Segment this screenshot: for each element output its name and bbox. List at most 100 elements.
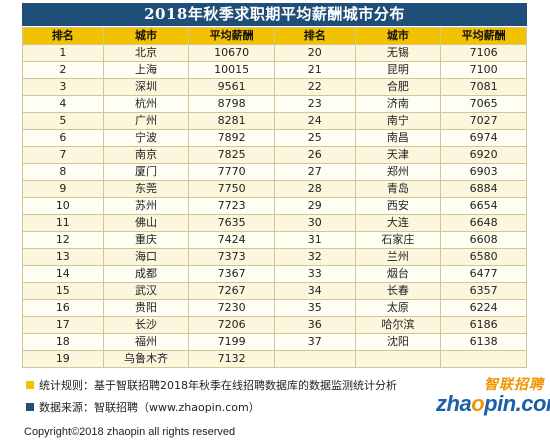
rank-cell: 24 bbox=[273, 112, 356, 130]
rank-cell: 36 bbox=[273, 316, 356, 334]
table-row: 8 厦门 7770 27 郑州 6903 bbox=[22, 163, 527, 181]
table-row: 15 武汉 7267 34 长春 6357 bbox=[22, 282, 527, 300]
table-row: 16 贵阳 7230 35 太原 6224 bbox=[22, 299, 527, 317]
rank-cell: 9 bbox=[22, 180, 104, 198]
city-cell: 海口 bbox=[102, 248, 190, 266]
city-cell: 西安 bbox=[354, 197, 442, 215]
avg-salary-cell: 6186 bbox=[440, 316, 527, 334]
header-avg-salary-right: 平均薪酬 bbox=[440, 27, 527, 45]
header-rank-left: 排名 bbox=[22, 27, 104, 45]
avg-salary-cell: 7367 bbox=[188, 265, 275, 283]
blue-square-icon bbox=[26, 402, 34, 411]
table-header-row: 排名 城市 平均薪酬 排名 城市 平均薪酬 bbox=[22, 27, 527, 45]
rank-cell: 32 bbox=[273, 248, 356, 266]
header-city-right: 城市 bbox=[354, 27, 442, 45]
rank-cell: 5 bbox=[22, 112, 104, 130]
table-row: 19 乌鲁木齐 7132 bbox=[22, 350, 527, 368]
avg-salary-cell: 7199 bbox=[188, 333, 275, 351]
header-avg-salary-left: 平均薪酬 bbox=[188, 27, 275, 45]
zhaopin-logo: 智联招聘 zhaopin.com bbox=[436, 374, 550, 420]
city-cell: 苏州 bbox=[102, 197, 190, 215]
rank-cell: 11 bbox=[22, 214, 104, 232]
avg-salary-cell: 7065 bbox=[440, 95, 527, 113]
city-cell: 长春 bbox=[354, 282, 442, 300]
avg-salary-cell: 6138 bbox=[440, 333, 527, 351]
avg-salary-cell: 6477 bbox=[440, 265, 527, 283]
rank-cell: 10 bbox=[22, 197, 104, 215]
city-cell: 石家庄 bbox=[354, 231, 442, 249]
table-row: 6 宁波 7892 25 南昌 6974 bbox=[22, 129, 527, 147]
rank-cell: 3 bbox=[22, 78, 104, 96]
table-row: 2 上海 10015 21 昆明 7100 bbox=[22, 61, 527, 79]
table-row: 1 北京 10670 20 无锡 7106 bbox=[22, 44, 527, 62]
avg-salary-cell: 7750 bbox=[188, 180, 275, 198]
table-row: 9 东莞 7750 28 青岛 6884 bbox=[22, 180, 527, 198]
city-cell: 广州 bbox=[102, 112, 190, 130]
city-cell: 合肥 bbox=[354, 78, 442, 96]
header-city-left: 城市 bbox=[102, 27, 190, 45]
city-cell: 乌鲁木齐 bbox=[102, 350, 190, 368]
table-row: 4 杭州 8798 23 济南 7065 bbox=[22, 95, 527, 113]
table-row: 10 苏州 7723 29 西安 6654 bbox=[22, 197, 527, 215]
rank-cell: 7 bbox=[22, 146, 104, 164]
city-cell: 无锡 bbox=[354, 44, 442, 62]
avg-salary-cell: 6920 bbox=[440, 146, 527, 164]
city-cell: 南宁 bbox=[354, 112, 442, 130]
avg-salary-cell: 7723 bbox=[188, 197, 275, 215]
copyright-footer: Copyright©2018 zhaopin all rights reserv… bbox=[24, 426, 236, 438]
city-cell: 郑州 bbox=[354, 163, 442, 181]
rank-cell: 14 bbox=[22, 265, 104, 283]
yellow-square-icon bbox=[26, 380, 34, 389]
avg-salary-cell: 6357 bbox=[440, 282, 527, 300]
city-cell: 沈阳 bbox=[354, 333, 442, 351]
table-row: 11 佛山 7635 30 大连 6648 bbox=[22, 214, 527, 232]
rank-cell bbox=[273, 350, 356, 368]
city-cell: 昆明 bbox=[354, 61, 442, 79]
city-cell: 上海 bbox=[102, 61, 190, 79]
city-cell: 天津 bbox=[354, 146, 442, 164]
rank-cell: 6 bbox=[22, 129, 104, 147]
city-cell: 深圳 bbox=[102, 78, 190, 96]
rank-cell: 20 bbox=[273, 44, 356, 62]
avg-salary-cell: 6224 bbox=[440, 299, 527, 317]
salary-table: 排名 城市 平均薪酬 排名 城市 平均薪酬 1 北京 10670 20 无锡 7106 2 上海 1001… bbox=[22, 27, 527, 368]
city-cell: 宁波 bbox=[102, 129, 190, 147]
rank-cell: 17 bbox=[22, 316, 104, 334]
rank-cell: 31 bbox=[273, 231, 356, 249]
rank-cell: 34 bbox=[273, 282, 356, 300]
city-cell: 成都 bbox=[102, 265, 190, 283]
note-rule-text: 统计规则：基于智联招聘2018年秋季在线招聘数据库的数据监测统计分析 bbox=[39, 378, 397, 392]
avg-salary-cell: 7635 bbox=[188, 214, 275, 232]
avg-salary-cell: 6648 bbox=[440, 214, 527, 232]
avg-salary-cell: 6884 bbox=[440, 180, 527, 198]
city-cell: 济南 bbox=[354, 95, 442, 113]
table-row: 14 成都 7367 33 烟台 6477 bbox=[22, 265, 527, 283]
table-row: 3 深圳 9561 22 合肥 7081 bbox=[22, 78, 527, 96]
city-cell: 兰州 bbox=[354, 248, 442, 266]
rank-cell: 27 bbox=[273, 163, 356, 181]
avg-salary-cell: 8798 bbox=[188, 95, 275, 113]
avg-salary-cell: 7373 bbox=[188, 248, 275, 266]
avg-salary-cell: 6903 bbox=[440, 163, 527, 181]
avg-salary-cell: 7825 bbox=[188, 146, 275, 164]
table-row: 13 海口 7373 32 兰州 6580 bbox=[22, 248, 527, 266]
city-cell: 厦门 bbox=[102, 163, 190, 181]
note-source: 数据来源：智联招聘（www.zhaopin.com） bbox=[26, 398, 426, 415]
city-cell: 哈尔滨 bbox=[354, 316, 442, 334]
avg-salary-cell bbox=[440, 350, 527, 368]
rank-cell: 29 bbox=[273, 197, 356, 215]
avg-salary-cell: 7267 bbox=[188, 282, 275, 300]
rank-cell: 13 bbox=[22, 248, 104, 266]
rank-cell: 18 bbox=[22, 333, 104, 351]
rank-cell: 19 bbox=[22, 350, 104, 368]
notes: 统计规则：基于智联招聘2018年秋季在线招聘数据库的数据监测统计分析 数据来源：… bbox=[26, 376, 426, 420]
rank-cell: 12 bbox=[22, 231, 104, 249]
rank-cell: 26 bbox=[273, 146, 356, 164]
rank-cell: 8 bbox=[22, 163, 104, 181]
avg-salary-cell: 7106 bbox=[440, 44, 527, 62]
logo-en-pre: zha bbox=[436, 391, 472, 416]
city-cell: 重庆 bbox=[102, 231, 190, 249]
avg-salary-cell: 6654 bbox=[440, 197, 527, 215]
avg-salary-cell: 7081 bbox=[440, 78, 527, 96]
avg-salary-cell: 7892 bbox=[188, 129, 275, 147]
